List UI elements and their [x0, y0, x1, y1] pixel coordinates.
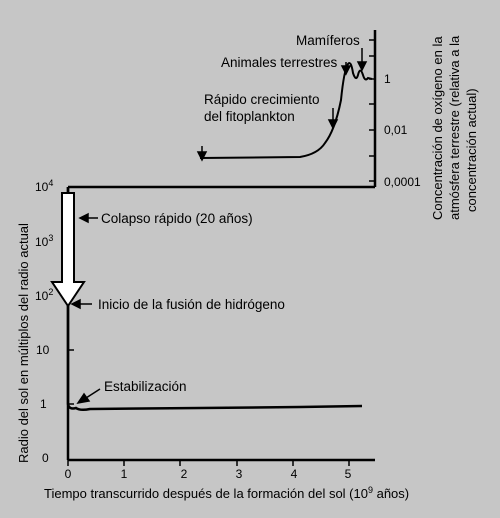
y-tick-10-4: 104 [35, 178, 53, 194]
label-fito-2: del fitoplankton [204, 109, 295, 124]
x-tick-1: 1 [121, 467, 128, 481]
y-tick-0: 0 [42, 451, 49, 465]
series-oxygen [199, 62, 373, 159]
x-tick-0: 0 [65, 467, 72, 481]
x-tick-2: 2 [181, 467, 188, 481]
x-tick-4: 4 [291, 467, 298, 481]
x-tick-3: 3 [236, 467, 243, 481]
y-tick-10-2: 102 [35, 287, 53, 303]
y-tick-10-3: 103 [35, 233, 53, 249]
collapse-arrow [50, 192, 86, 308]
label-fito-1: Rápido crecimiento [204, 92, 320, 107]
label-estabilizacion: Estabilización [104, 379, 187, 394]
right-axis-label-2: atmósfera terrestre (relativa a la [447, 35, 462, 220]
series-sun-radius [66, 187, 363, 412]
x-tick-labels: 0 1 2 3 4 5 [65, 467, 352, 481]
r-tick-0-01: 0,01 [384, 123, 408, 137]
label-animales: Animales terrestres [221, 55, 338, 70]
label-colapso: Colapso rápido (20 años) [101, 211, 253, 226]
y-tick-1: 1 [40, 397, 47, 411]
small-arrows [70, 48, 368, 405]
right-axis-label-1: Concentración de oxígeno en la [430, 36, 445, 220]
label-mamiferos: Mamíferos [296, 33, 360, 48]
right-axis-label-3: concentración actual) [464, 88, 479, 212]
y-axis-label: Radio del sol en múltiplos del radio act… [16, 223, 31, 463]
right-y-tick-labels: 1 0,01 0,0001 [384, 72, 421, 189]
left-y-tick-labels: 104 103 102 10 1 0 [35, 178, 53, 465]
r-tick-0-0001: 0,0001 [384, 175, 421, 189]
x-axis-label: Tiempo transcurrido después de la formac… [44, 485, 409, 501]
x-ticks [67, 460, 350, 466]
r-tick-1: 1 [384, 72, 391, 86]
y-tick-10: 10 [36, 343, 50, 357]
label-fusion: Inicio de la fusión de hidrógeno [98, 297, 285, 312]
x-tick-5: 5 [345, 467, 352, 481]
